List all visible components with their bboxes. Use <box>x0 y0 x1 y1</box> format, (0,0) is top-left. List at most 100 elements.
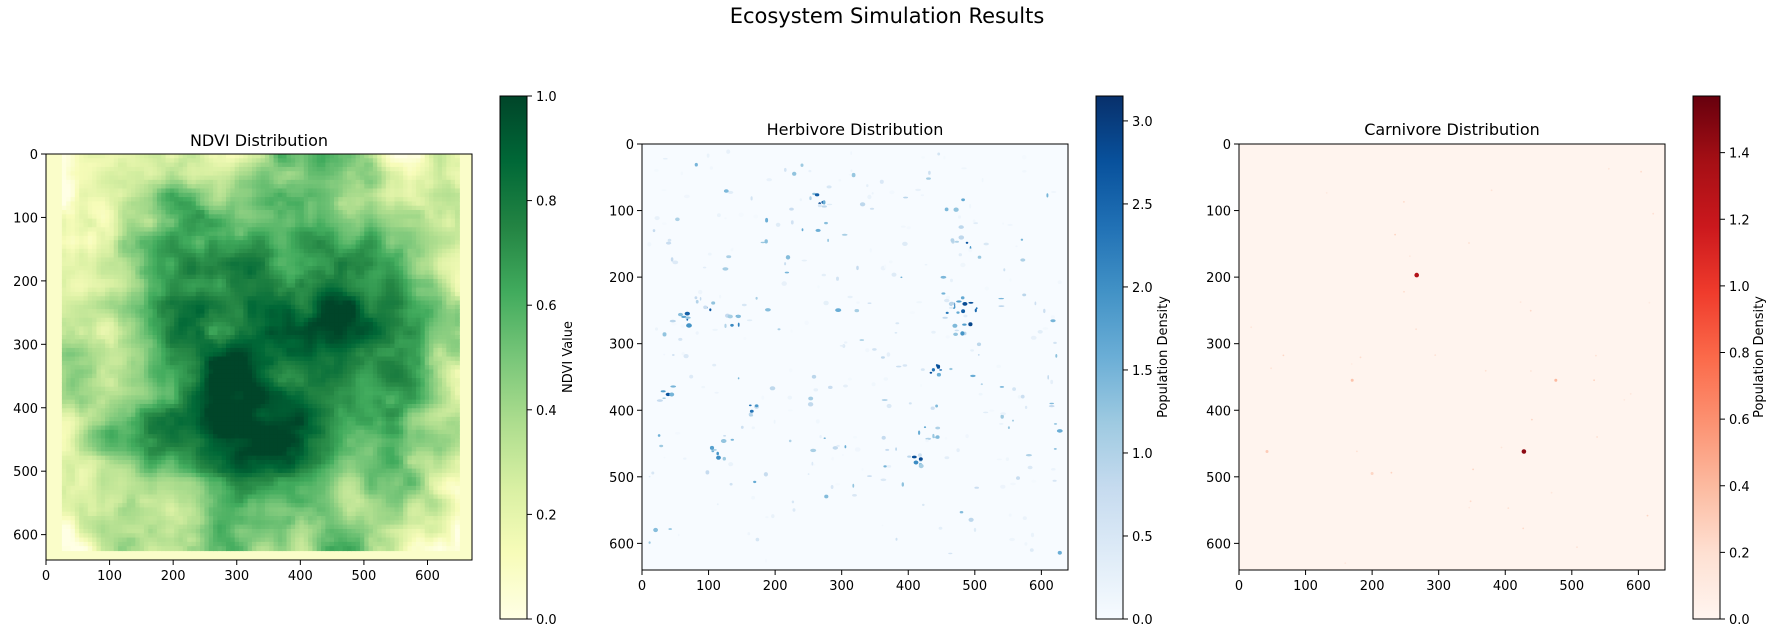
ndvi-cell <box>329 373 335 379</box>
ndvi-cell <box>364 248 370 254</box>
ndvi-cell <box>364 210 370 215</box>
ndvi-cell <box>174 283 180 289</box>
ndvi-cell <box>273 158 279 164</box>
ndvi-cell <box>131 240 136 246</box>
ndvi-cell <box>282 222 288 228</box>
ndvi-cell <box>87 313 93 319</box>
ndvi-cell <box>286 248 292 254</box>
ndvi-cell <box>165 369 171 375</box>
ndvi-cell <box>87 373 93 379</box>
ndvi-cell <box>325 166 331 172</box>
ndvi-cell <box>247 369 253 375</box>
ndvi-cell <box>122 171 128 177</box>
ndvi-cell <box>264 235 270 241</box>
ndvi-cell <box>143 214 149 220</box>
ndvi-cell <box>420 192 426 198</box>
ndvi-cell <box>385 253 391 259</box>
ndvi-cell <box>178 300 184 306</box>
ndvi-cell <box>381 365 387 371</box>
ndvi-cell <box>126 201 132 207</box>
ndvi-cell <box>269 210 275 215</box>
ndvi-cell <box>372 179 378 185</box>
ndvi-cell <box>238 218 244 224</box>
ndvi-cell <box>70 360 76 366</box>
ndvi-cell <box>286 188 292 194</box>
ndvi-cell <box>273 197 279 203</box>
ndvi-cell <box>325 248 331 254</box>
ndvi-cell <box>394 335 400 340</box>
ndvi-cell <box>135 201 141 207</box>
ndvi-cell <box>87 175 93 181</box>
ndvi-cell <box>122 365 128 371</box>
ndvi-cell <box>226 210 231 215</box>
ndvi-cell <box>226 253 231 259</box>
ndvi-cell <box>364 231 370 237</box>
ndvi-cell <box>403 244 409 250</box>
ndvi-cell <box>122 378 128 384</box>
ndvi-cell <box>385 330 391 336</box>
ndvi-cell <box>92 218 98 224</box>
ndvi-cell <box>195 343 201 349</box>
ndvi-cell <box>161 184 167 190</box>
ndvi-cell <box>308 261 314 267</box>
ndvi-cell <box>454 296 460 302</box>
ndvi-cell <box>437 274 443 280</box>
ndvi-cell <box>169 192 175 198</box>
ndvi-cell <box>359 201 365 207</box>
ndvi-cell <box>96 175 102 181</box>
ndvi-cell <box>200 369 206 375</box>
ndvi-cell <box>342 365 348 371</box>
ndvi-cell <box>178 175 184 181</box>
ndvi-cell <box>273 339 279 345</box>
ndvi-cell <box>251 326 257 332</box>
ndvi-cell <box>169 356 175 362</box>
ndvi-cell <box>273 171 279 177</box>
ndvi-cell <box>372 162 378 168</box>
ndvi-cell <box>221 330 227 336</box>
ndvi-cell <box>334 296 339 302</box>
ndvi-cell <box>247 201 253 207</box>
ndvi-cell <box>407 317 413 323</box>
ndvi-cell <box>442 197 447 203</box>
ndvi-cell <box>174 352 180 358</box>
ndvi-cell <box>204 175 210 181</box>
ndvi-cell <box>407 322 413 327</box>
ndvi-cell <box>260 356 266 362</box>
ndvi-cell <box>208 369 214 375</box>
ndvi-cell <box>377 192 383 198</box>
ndvi-cell <box>61 158 67 164</box>
ndvi-cell <box>321 283 326 289</box>
ndvi-cell <box>148 210 154 215</box>
ndvi-cell <box>208 278 214 284</box>
ndvi-cell <box>230 257 236 263</box>
ndvi-cell <box>66 339 72 345</box>
ndvi-cell <box>407 356 413 362</box>
ndvi-cell <box>372 322 378 327</box>
ndvi-cell <box>100 235 106 241</box>
ndvi-cell <box>113 373 119 379</box>
ndvi-cell <box>368 171 374 177</box>
ndvi-cell <box>148 162 154 168</box>
ndvi-cell <box>346 210 352 215</box>
ndvi-cell <box>204 227 210 233</box>
ndvi-cell <box>66 235 72 241</box>
ndvi-cell <box>450 179 456 185</box>
ndvi-cell <box>264 330 270 336</box>
ndvi-cell <box>256 162 262 168</box>
ndvi-cell <box>234 227 240 233</box>
ndvi-cell <box>213 227 218 233</box>
ndvi-cell <box>113 192 119 198</box>
ndvi-cell <box>92 253 98 259</box>
ndvi-cell <box>338 278 344 284</box>
ndvi-cell <box>277 291 283 297</box>
ndvi-cell <box>256 179 262 185</box>
ndvi-cell <box>372 171 378 177</box>
ndvi-cell <box>61 175 67 181</box>
ndvi-cell <box>277 356 283 362</box>
ndvi-cell <box>139 270 145 276</box>
ndvi-cell <box>161 335 167 340</box>
ndvi-cell <box>256 158 262 164</box>
ndvi-cell <box>74 360 80 366</box>
ndvi-cell <box>321 171 326 177</box>
ndvi-cell <box>105 386 111 392</box>
